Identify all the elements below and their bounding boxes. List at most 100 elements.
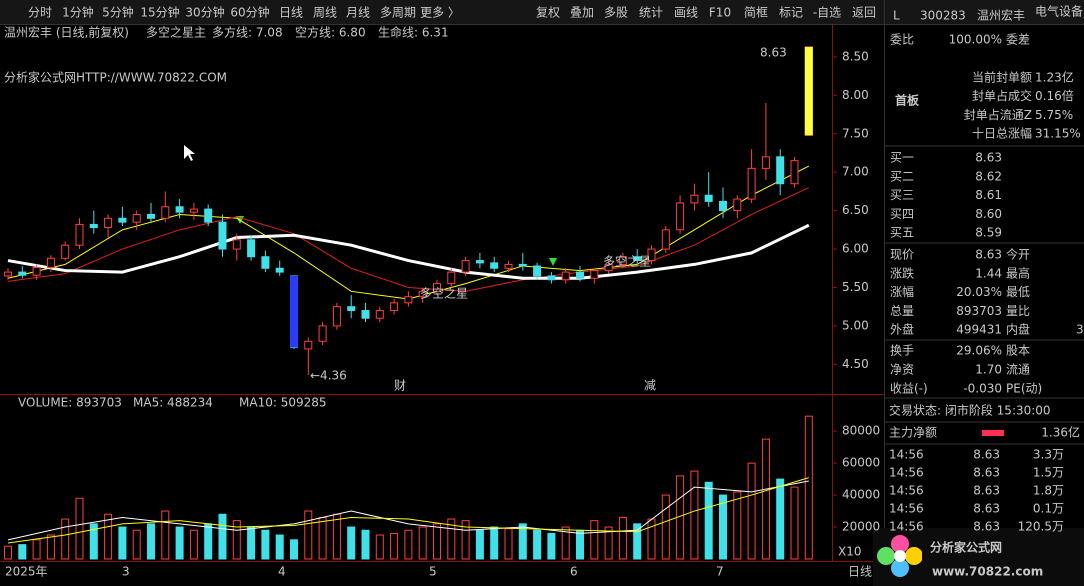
trade-price: 8.63 (973, 520, 1000, 534)
candle-body (776, 156, 785, 185)
volume-bar (175, 526, 184, 560)
divider (0, 24, 1084, 25)
toolbar-button[interactable]: 统计 (639, 6, 663, 20)
toolbar-tab[interactable]: 更多 〉 (420, 6, 460, 20)
toolbar-button[interactable]: -自选 (813, 6, 841, 20)
flow-label: 主力净额 (889, 426, 937, 440)
trade-time: 14:56 (889, 466, 924, 480)
toolbar-tab[interactable]: 月线 (346, 6, 370, 20)
bid-label: 买四 (890, 207, 914, 221)
date-label: 6 (570, 565, 578, 579)
date-label: 7 (716, 565, 724, 579)
volume-bar (504, 528, 513, 560)
seal-label: 封单占流通Z (964, 107, 1032, 122)
logo-url: www.70822.com (932, 565, 1043, 579)
annotation: 多空之星 (603, 255, 651, 269)
stat-value: 20.03% (956, 285, 1002, 299)
trade-volume: 1.5万 (1033, 466, 1064, 480)
divider (0, 561, 884, 562)
candle-body (61, 244, 70, 259)
seal-value: 1.23亿 (1035, 70, 1074, 85)
stat-label: 涨跌 (890, 265, 914, 280)
flow-bar (982, 430, 1004, 436)
volume-bar (304, 510, 313, 560)
seal-value: 0.16倍 (1035, 88, 1074, 103)
toolbar-tab[interactable]: 周线 (313, 6, 337, 20)
stat-label: 外盘 (890, 322, 914, 337)
y-tick-label: 40000 (842, 488, 880, 502)
trade-time: 14:56 (889, 448, 924, 462)
stat-label: 流通 (1006, 363, 1030, 377)
volume-bar (18, 544, 27, 560)
bid-label: 买五 (890, 226, 914, 240)
candle-body (647, 248, 656, 262)
toolbar-button[interactable]: 简框 (744, 6, 768, 20)
volume-bar (61, 518, 70, 560)
volume-bar (418, 526, 427, 560)
candle-body (261, 256, 270, 269)
toolbar-button[interactable]: 画线 (674, 6, 698, 20)
y-tick-label: 20000 (842, 520, 880, 534)
seal-label: 当前封单额 (972, 70, 1032, 85)
toolbar-button[interactable]: F10 (709, 6, 731, 20)
seal-value: 31.15% (1035, 127, 1081, 141)
toolbar-tab[interactable]: 分时 (28, 6, 52, 20)
annotation: 8.63 (760, 46, 787, 60)
bid-price: 8.59 (975, 226, 1002, 240)
ratio-value: 100.00% (949, 33, 1002, 47)
candle-body (518, 263, 527, 267)
chart-title: 温州宏丰 (日线,前复权) (4, 25, 129, 40)
candle-body (32, 266, 41, 276)
candle-body (189, 208, 198, 213)
candle-body (733, 198, 742, 212)
toolbar-tab[interactable]: 5分钟 (102, 5, 134, 20)
stat-label: 最低 (1006, 285, 1030, 299)
volume-bar (118, 526, 127, 560)
toolbar-button[interactable]: 返回 (852, 6, 876, 20)
period-label: 日线 (848, 565, 872, 579)
candle-body (447, 271, 456, 285)
trade-price: 8.63 (973, 484, 1000, 498)
seal-value: 5.75% (1035, 108, 1073, 122)
trade-volume: 1.8万 (1033, 484, 1064, 498)
toolbar-button[interactable]: 多股 (604, 6, 628, 20)
stat-value: 499431 (956, 323, 1002, 337)
candle-body (18, 271, 27, 276)
logo-bg (922, 532, 1084, 586)
candle-body (175, 206, 184, 213)
stat-label: 总量 (890, 304, 914, 318)
toolbar-tab[interactable]: 60分钟 (230, 5, 269, 20)
trade-time: 14:56 (889, 502, 924, 516)
volume-bar (475, 529, 484, 560)
volume-bar (804, 415, 813, 560)
candle-body (147, 213, 155, 219)
toolbar-button[interactable]: 复权 (536, 6, 560, 20)
volume-bar (533, 529, 542, 560)
toolbar-button[interactable]: 标记 (779, 6, 803, 20)
toolbar-tab[interactable]: 1分钟 (62, 5, 94, 20)
candle-body (547, 275, 556, 281)
stat-value: 1.44 (975, 266, 1002, 280)
bid-label: 买一 (890, 151, 914, 165)
volume-bar (690, 470, 699, 560)
candle-body (604, 263, 613, 272)
toolbar-tab[interactable]: 日线 (279, 6, 303, 20)
bid-price: 8.62 (975, 169, 1002, 183)
candle-body (304, 340, 313, 350)
candle-body (247, 239, 256, 258)
trade-status: 交易状态: 闭市阶段 15:30:00 (889, 403, 1051, 418)
watermark: 分析家公式网HTTP://WWW.70822.COM (4, 70, 227, 85)
volume-bar (347, 526, 356, 560)
toolbar-tab[interactable]: 多周期 (380, 6, 416, 20)
volume-bar (776, 478, 785, 560)
volume-bar (390, 532, 399, 560)
toolbar-tab[interactable]: 30分钟 (185, 5, 224, 20)
candle-body (676, 202, 685, 231)
volume-bar (290, 539, 298, 560)
candle-body (704, 194, 713, 202)
toolbar-button[interactable]: 叠加 (570, 6, 594, 20)
candle-body (132, 213, 141, 223)
trade-volume: 3.3万 (1033, 448, 1064, 462)
toolbar-tab[interactable]: 15分钟 (140, 5, 179, 20)
bid-price: 8.63 (975, 151, 1002, 165)
